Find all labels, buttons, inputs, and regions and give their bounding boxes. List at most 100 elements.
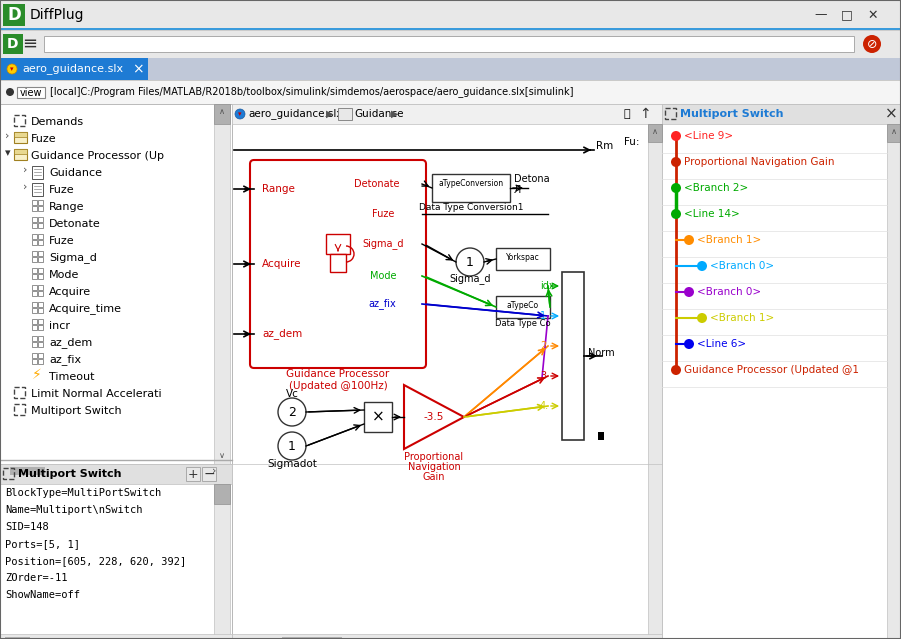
Bar xyxy=(14,404,25,415)
Bar xyxy=(0,80,901,104)
Bar xyxy=(648,124,662,142)
Text: Detona: Detona xyxy=(514,174,550,184)
Text: Fuze: Fuze xyxy=(372,209,395,219)
Bar xyxy=(232,104,662,124)
Text: az_fix: az_fix xyxy=(49,355,81,366)
Text: Detonate: Detonate xyxy=(49,219,101,229)
Bar xyxy=(186,467,200,481)
Text: Proportional: Proportional xyxy=(405,452,463,462)
Text: Guidance Processor (Updated @1: Guidance Processor (Updated @1 xyxy=(684,365,859,375)
Text: Position=[605, 228, 620, 392]: Position=[605, 228, 620, 392] xyxy=(5,556,187,566)
Bar xyxy=(38,274,43,279)
Bar xyxy=(0,104,232,464)
Bar xyxy=(32,183,43,196)
Bar xyxy=(32,342,37,347)
Text: Proportional Navigation Gain: Proportional Navigation Gain xyxy=(684,157,834,167)
Bar xyxy=(38,336,43,341)
Bar xyxy=(3,468,14,479)
Text: Guidance Processor (Up: Guidance Processor (Up xyxy=(31,151,164,161)
Text: Rm: Rm xyxy=(596,141,614,151)
Text: Guidance: Guidance xyxy=(354,109,404,119)
Text: BlockType=MultiPortSwitch: BlockType=MultiPortSwitch xyxy=(5,488,161,498)
Circle shape xyxy=(7,64,17,74)
Circle shape xyxy=(671,209,681,219)
Text: Limit Normal Accelerati: Limit Normal Accelerati xyxy=(31,389,161,399)
Text: <Branch 1>: <Branch 1> xyxy=(710,313,774,323)
Text: 1: 1 xyxy=(288,440,296,452)
Text: az_fix: az_fix xyxy=(368,298,396,309)
FancyBboxPatch shape xyxy=(250,160,426,368)
Bar xyxy=(202,467,216,481)
Bar xyxy=(662,104,901,124)
Text: <Line 6>: <Line 6> xyxy=(697,339,746,349)
Text: ›: › xyxy=(23,165,27,175)
Bar xyxy=(32,274,37,279)
Text: ×: × xyxy=(885,107,897,121)
Text: <Branch 0>: <Branch 0> xyxy=(697,287,761,297)
Text: Sigma_d: Sigma_d xyxy=(49,252,97,263)
Text: Fu:: Fu: xyxy=(624,137,640,147)
Text: aero_guidance.slx: aero_guidance.slx xyxy=(22,63,123,75)
Text: <Branch 2>: <Branch 2> xyxy=(684,183,748,193)
Bar xyxy=(38,200,43,205)
Bar xyxy=(38,325,43,330)
Text: Guidance: Guidance xyxy=(49,168,102,178)
Bar xyxy=(38,268,43,273)
Bar xyxy=(32,353,37,358)
Circle shape xyxy=(697,261,707,271)
Text: Multiport Switch: Multiport Switch xyxy=(18,469,122,479)
Bar xyxy=(14,149,27,154)
Bar xyxy=(32,251,37,256)
Text: Norm: Norm xyxy=(588,348,614,358)
Text: ▶: ▶ xyxy=(326,109,333,119)
Bar xyxy=(0,58,148,80)
Text: ▶: ▶ xyxy=(391,109,399,119)
Bar xyxy=(326,234,350,254)
Circle shape xyxy=(671,131,681,141)
Text: SID=148: SID=148 xyxy=(5,522,49,532)
Bar xyxy=(5,637,30,639)
Circle shape xyxy=(278,432,306,460)
Bar xyxy=(0,634,232,639)
Text: 2: 2 xyxy=(540,341,546,351)
Text: Sigma_d: Sigma_d xyxy=(450,273,491,284)
Bar xyxy=(32,285,37,290)
Bar xyxy=(338,108,352,120)
Text: 🔗: 🔗 xyxy=(623,109,631,119)
Text: Guidance Processor: Guidance Processor xyxy=(287,369,389,379)
Bar xyxy=(214,104,230,124)
Bar xyxy=(32,257,37,262)
Text: az_dem: az_dem xyxy=(49,337,92,348)
Text: Mode: Mode xyxy=(49,270,79,280)
Text: —: — xyxy=(815,8,827,22)
Text: ZOrder=-11: ZOrder=-11 xyxy=(5,573,68,583)
Bar xyxy=(32,234,37,239)
Text: view: view xyxy=(20,88,42,98)
Text: ▾: ▾ xyxy=(10,66,14,72)
Text: incr: incr xyxy=(49,321,70,331)
Text: ≡: ≡ xyxy=(23,35,38,53)
Bar xyxy=(0,0,901,30)
Text: Demands: Demands xyxy=(31,117,84,127)
Bar xyxy=(14,387,25,398)
Text: aTypeCo: aTypeCo xyxy=(507,300,539,309)
Bar xyxy=(14,132,27,137)
Circle shape xyxy=(6,88,14,96)
Bar xyxy=(38,223,43,228)
Circle shape xyxy=(456,248,484,276)
Bar xyxy=(32,302,37,307)
Text: ×: × xyxy=(132,62,144,76)
Text: <Line 9>: <Line 9> xyxy=(684,131,733,141)
Bar xyxy=(0,464,232,484)
Text: +: + xyxy=(187,468,198,481)
Circle shape xyxy=(671,157,681,167)
Text: ×: × xyxy=(371,410,385,424)
Text: <Branch 0>: <Branch 0> xyxy=(710,261,774,271)
Text: Range: Range xyxy=(262,184,295,194)
Text: -3.5: -3.5 xyxy=(423,412,444,422)
Circle shape xyxy=(671,183,681,193)
Text: Name=Multiport\nSwitch: Name=Multiport\nSwitch xyxy=(5,505,142,515)
Bar xyxy=(364,402,392,432)
Circle shape xyxy=(863,35,881,53)
Text: ‹: ‹ xyxy=(232,636,236,639)
